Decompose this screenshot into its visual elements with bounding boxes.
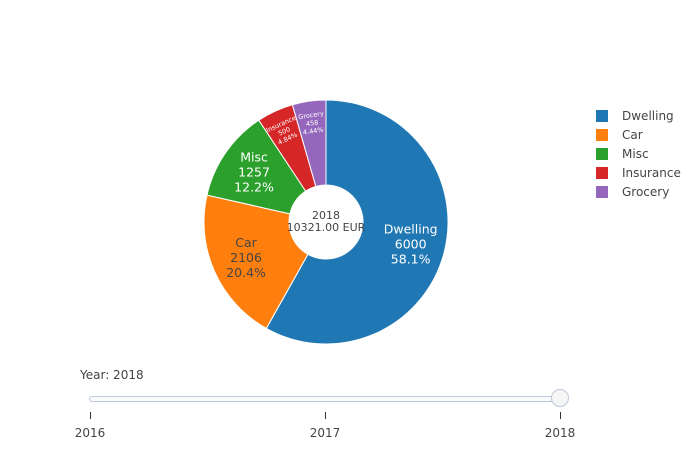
slider-track[interactable] (89, 396, 566, 402)
center-total: 10321.00 EUR (287, 221, 366, 234)
slice-label-value: 1257 (238, 165, 270, 180)
legend-label: Grocery (622, 184, 670, 199)
slice-label-percent: 12.2% (234, 180, 274, 195)
legend-swatch (596, 185, 608, 198)
slice-misc[interactable] (206, 119, 307, 215)
legend-swatch (596, 128, 608, 141)
slice-label-percent: 58.1% (391, 251, 431, 266)
slice-car[interactable] (203, 194, 309, 330)
slice-label-value: 458 (305, 118, 318, 128)
slice-label-name: Grocery (298, 110, 325, 122)
legend-item-grocery[interactable]: Grocery (596, 182, 681, 201)
slider-tick-2016 (90, 412, 91, 419)
slider-step-2016[interactable]: 2016 (74, 426, 106, 440)
slider-current-value: Year: 2018 (80, 368, 144, 382)
legend-label: Insurance (622, 165, 681, 180)
slider-tick-2018 (560, 412, 561, 419)
slider-step-2018[interactable]: 2018 (544, 426, 576, 440)
slice-label-percent: 4.44% (302, 126, 324, 137)
slice-dwelling[interactable] (265, 99, 449, 345)
slice-label-name: Dwelling (384, 221, 438, 236)
legend-label: Dwelling (622, 108, 674, 123)
legend-item-insurance[interactable]: Insurance (596, 163, 681, 182)
donut-slices (203, 99, 449, 345)
center-label: 2018 10321.00 EUR (287, 209, 366, 234)
legend-swatch (596, 147, 608, 160)
legend: Dwelling Car Misc Insurance Grocery (596, 106, 681, 201)
slice-label-percent: 20.4% (226, 265, 266, 280)
legend-item-car[interactable]: Car (596, 125, 681, 144)
slice-label-value: 2106 (230, 250, 262, 265)
slice-grocery[interactable] (291, 99, 327, 188)
slice-label-name: Misc (240, 150, 268, 165)
legend-label: Car (622, 127, 643, 142)
legend-item-misc[interactable]: Misc (596, 144, 681, 163)
center-year: 2018 (312, 209, 340, 222)
slider-step-2017[interactable]: 2017 (309, 426, 341, 440)
legend-item-dwelling[interactable]: Dwelling (596, 106, 681, 125)
slice-label-value: 6000 (395, 236, 427, 251)
legend-label: Misc (622, 146, 649, 161)
legend-swatch (596, 109, 608, 122)
slider-handle[interactable] (551, 389, 569, 407)
slider-tick-2017 (325, 412, 326, 419)
legend-swatch (596, 166, 608, 179)
slice-label-name: Car (235, 235, 257, 250)
